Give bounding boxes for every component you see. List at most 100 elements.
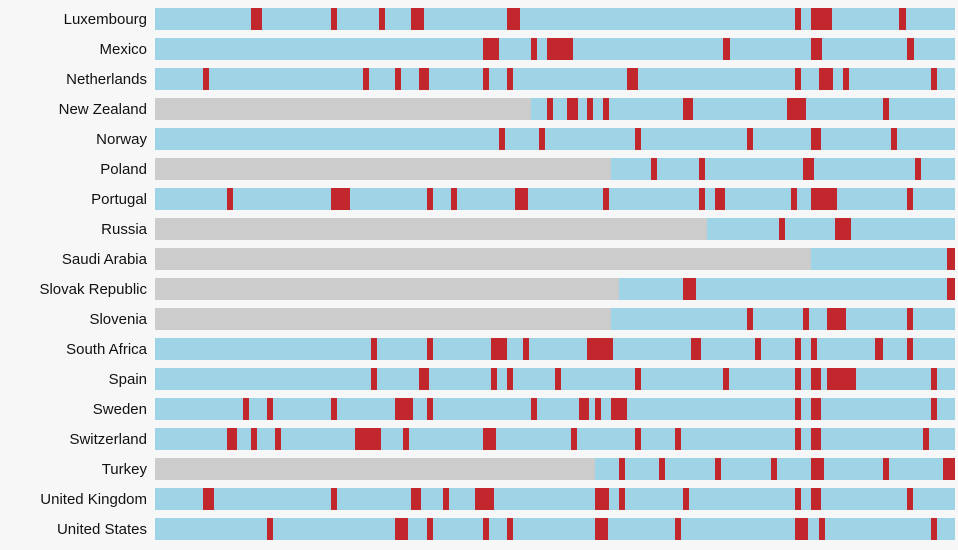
event-mark: [899, 8, 906, 30]
event-mark: [227, 428, 237, 450]
event-mark: [683, 98, 693, 120]
event-mark: [811, 38, 822, 60]
event-mark: [907, 308, 913, 330]
event-mark: [331, 398, 337, 420]
chart-row: Saudi Arabia: [0, 244, 958, 274]
event-mark: [635, 368, 641, 390]
row-track: [155, 368, 955, 390]
row-track: [155, 188, 955, 210]
event-mark: [243, 398, 249, 420]
row-track: [155, 158, 955, 180]
event-mark: [875, 338, 883, 360]
event-mark: [427, 188, 433, 210]
row-label: Turkey: [0, 461, 155, 478]
event-mark: [427, 338, 433, 360]
event-mark: [395, 518, 408, 540]
row-label: Spain: [0, 371, 155, 388]
chart-row: Turkey: [0, 454, 958, 484]
chart-row: United Kingdom: [0, 484, 958, 514]
row-label: New Zealand: [0, 101, 155, 118]
event-mark: [915, 158, 921, 180]
event-mark: [419, 68, 429, 90]
row-label: Sweden: [0, 401, 155, 418]
event-mark: [475, 488, 494, 510]
row-label: South Africa: [0, 341, 155, 358]
event-mark: [755, 338, 761, 360]
event-mark: [595, 398, 601, 420]
event-mark: [483, 428, 496, 450]
event-mark: [451, 188, 457, 210]
event-mark: [683, 488, 689, 510]
event-mark: [363, 68, 369, 90]
chart-row: South Africa: [0, 334, 958, 364]
event-mark: [355, 428, 381, 450]
event-mark: [427, 398, 433, 420]
row-track: [155, 68, 955, 90]
event-mark: [595, 518, 608, 540]
row-label: Netherlands: [0, 71, 155, 88]
event-mark: [803, 308, 809, 330]
row-label: Luxembourg: [0, 11, 155, 28]
row-label: Russia: [0, 221, 155, 238]
event-mark: [827, 368, 856, 390]
row-track: [155, 428, 955, 450]
event-mark: [251, 8, 262, 30]
event-mark: [931, 68, 937, 90]
event-mark: [203, 488, 214, 510]
event-mark: [931, 368, 937, 390]
event-mark: [275, 428, 281, 450]
row-track: [155, 8, 955, 30]
event-mark: [747, 128, 753, 150]
event-mark: [331, 188, 350, 210]
event-mark: [699, 188, 705, 210]
event-mark: [483, 38, 499, 60]
chart-row: Poland: [0, 154, 958, 184]
event-mark: [419, 368, 429, 390]
event-mark: [371, 368, 377, 390]
row-label: Norway: [0, 131, 155, 148]
event-mark: [779, 218, 785, 240]
row-track: [155, 398, 955, 420]
row-track: [155, 518, 955, 540]
event-mark: [907, 488, 913, 510]
event-mark: [747, 308, 753, 330]
event-mark: [947, 278, 955, 300]
event-mark: [579, 398, 589, 420]
event-mark: [331, 8, 337, 30]
event-mark: [635, 128, 641, 150]
row-label: United States: [0, 521, 155, 538]
event-mark: [203, 68, 209, 90]
event-mark: [819, 518, 825, 540]
event-mark: [795, 398, 801, 420]
event-mark: [883, 98, 889, 120]
no-data-segment: [155, 158, 611, 180]
event-mark: [515, 188, 528, 210]
event-mark: [651, 158, 657, 180]
event-mark: [507, 518, 513, 540]
event-mark: [819, 68, 833, 90]
event-mark: [539, 128, 545, 150]
event-mark: [267, 398, 273, 420]
event-mark: [795, 368, 801, 390]
event-mark: [675, 428, 681, 450]
event-mark: [491, 368, 497, 390]
event-mark: [403, 428, 409, 450]
event-mark: [811, 128, 821, 150]
chart-row: Slovenia: [0, 304, 958, 334]
chart-row: Russia: [0, 214, 958, 244]
row-track: [155, 98, 955, 120]
event-mark: [795, 518, 808, 540]
chart-row: Portugal: [0, 184, 958, 214]
row-label: Portugal: [0, 191, 155, 208]
event-mark: [507, 68, 513, 90]
event-mark: [227, 188, 233, 210]
event-mark: [811, 428, 821, 450]
event-mark: [567, 98, 578, 120]
event-mark: [603, 98, 609, 120]
event-mark: [943, 458, 955, 480]
event-mark: [555, 368, 561, 390]
event-mark: [803, 158, 814, 180]
chart-row: United States: [0, 514, 958, 544]
event-mark: [443, 488, 449, 510]
row-track: [155, 458, 955, 480]
